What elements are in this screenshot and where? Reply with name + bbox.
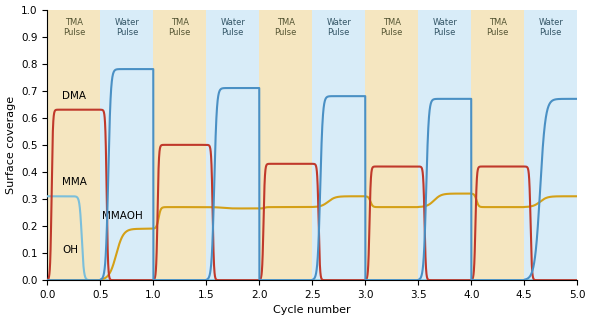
Text: Water
Pulse: Water Pulse [432,18,457,37]
Bar [100,10,153,280]
Text: OH: OH [62,245,78,255]
Bar [418,10,471,280]
Bar [524,10,577,280]
Text: Water
Pulse: Water Pulse [538,18,563,37]
Text: MMAOH: MMAOH [102,211,143,221]
Text: TMA
Pulse: TMA Pulse [63,18,85,37]
Bar [312,10,365,280]
Text: TMA
Pulse: TMA Pulse [486,18,509,37]
Y-axis label: Surface coverage: Surface coverage [5,96,15,194]
Bar [259,10,312,280]
Text: TMA
Pulse: TMA Pulse [168,18,191,37]
Text: Water
Pulse: Water Pulse [326,18,351,37]
Text: TMA
Pulse: TMA Pulse [275,18,297,37]
Bar [153,10,206,280]
X-axis label: Cycle number: Cycle number [274,306,351,316]
Text: Water
Pulse: Water Pulse [220,18,245,37]
Bar [206,10,259,280]
Bar [471,10,524,280]
Text: MMA: MMA [62,178,87,187]
Bar [365,10,418,280]
Text: TMA
Pulse: TMA Pulse [381,18,403,37]
Bar [47,10,100,280]
Text: Water
Pulse: Water Pulse [115,18,139,37]
Text: DMA: DMA [62,91,86,101]
